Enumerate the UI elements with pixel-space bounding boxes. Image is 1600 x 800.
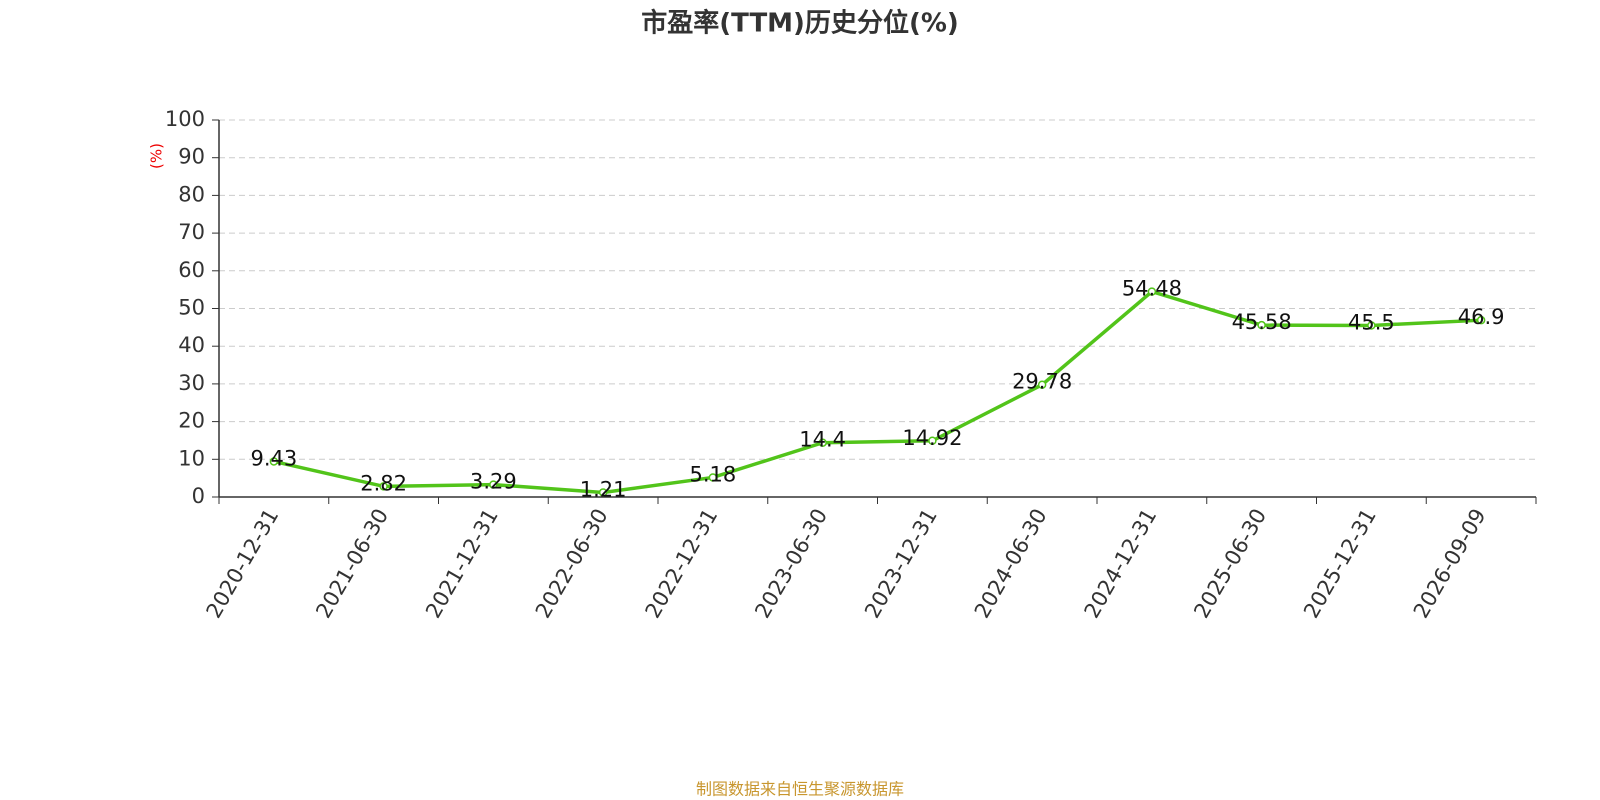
data-label: 3.29 bbox=[470, 470, 517, 494]
y-axis-label: (%) bbox=[148, 143, 166, 169]
x-tick-label: 2025-12-31 bbox=[1299, 505, 1381, 623]
y-tick-label: 0 bbox=[192, 484, 205, 508]
y-tick-label: 20 bbox=[178, 409, 205, 433]
point bbox=[1147, 287, 1157, 296]
y-tick-label: 40 bbox=[178, 333, 205, 357]
y-tick-label: 30 bbox=[178, 371, 205, 395]
data-label: 5.18 bbox=[689, 462, 736, 486]
data-label: 54.48 bbox=[1122, 277, 1182, 301]
chart-title: 市盈率(TTM)历史分位(%) bbox=[641, 8, 959, 39]
y-tick-label: 80 bbox=[178, 182, 205, 206]
y-tick-label: 50 bbox=[178, 296, 205, 320]
x-tick-label: 2022-06-30 bbox=[531, 505, 613, 623]
data-label: 45.5 bbox=[1348, 310, 1395, 334]
point bbox=[1257, 320, 1266, 330]
x-tick-label: 2023-12-31 bbox=[860, 505, 942, 623]
data-label: 1.21 bbox=[580, 477, 627, 501]
point bbox=[489, 480, 498, 489]
point bbox=[1037, 380, 1047, 389]
point bbox=[1476, 315, 1486, 325]
x-tick-label: 2026-09-09 bbox=[1409, 505, 1491, 623]
point bbox=[379, 482, 388, 491]
y-tick-label: 70 bbox=[178, 220, 205, 244]
line bbox=[273, 289, 1482, 495]
data-label: 14.4 bbox=[799, 428, 846, 452]
source-note: 制图数据来自恒生聚源数据库 bbox=[696, 780, 904, 799]
data-label: 2.82 bbox=[360, 471, 407, 495]
data-label: 46.9 bbox=[1458, 305, 1505, 329]
y-tick-label: 100 bbox=[165, 107, 205, 131]
x-tick-label: 2024-12-31 bbox=[1080, 505, 1162, 623]
point bbox=[928, 436, 937, 446]
x-tick-label: 2022-12-31 bbox=[641, 505, 723, 623]
x-tick-label: 2025-06-30 bbox=[1189, 505, 1271, 623]
data-label: 29.78 bbox=[1012, 370, 1072, 394]
y-tick-label: 60 bbox=[178, 258, 205, 282]
x-tick-label: 2021-12-31 bbox=[421, 505, 503, 623]
data-label: 45.58 bbox=[1232, 310, 1292, 334]
x-tick-label: 2020-12-31 bbox=[202, 505, 284, 623]
x-tick-label: 2023-06-30 bbox=[750, 505, 832, 623]
y-tick-label: 10 bbox=[178, 446, 205, 470]
point bbox=[708, 473, 718, 482]
data-label: 9.43 bbox=[250, 446, 297, 470]
x-tick-label: 2021-06-30 bbox=[311, 505, 393, 623]
point bbox=[818, 438, 827, 447]
point bbox=[598, 488, 608, 497]
x-tick-label: 2024-06-30 bbox=[970, 505, 1052, 623]
point bbox=[1367, 321, 1376, 330]
y-tick-label: 90 bbox=[178, 145, 205, 169]
point bbox=[269, 457, 279, 466]
data-label: 14.92 bbox=[902, 426, 962, 450]
